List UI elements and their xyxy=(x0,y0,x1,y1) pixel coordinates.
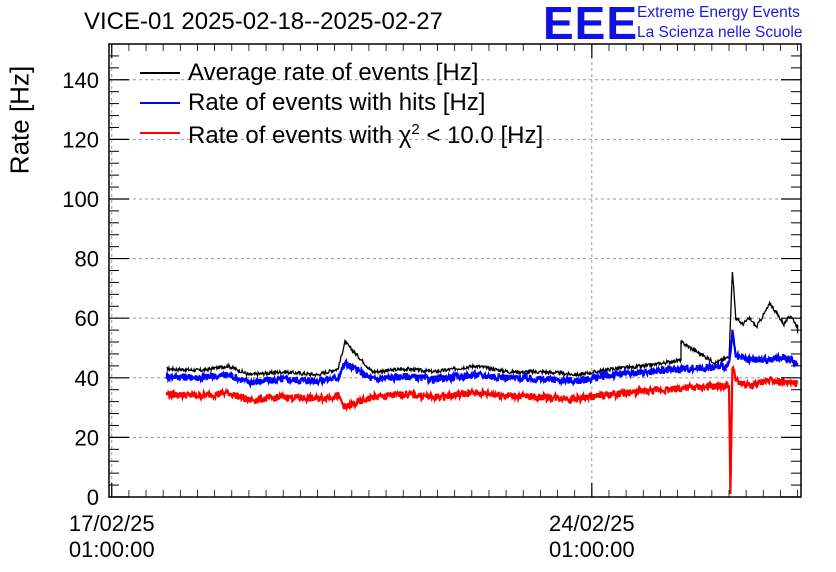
y-tick-label: 0 xyxy=(87,485,99,510)
y-tick-label: 120 xyxy=(62,127,99,152)
y-axis-label: Rate [Hz] xyxy=(4,65,35,175)
legend: Average rate of events [Hz] Rate of even… xyxy=(140,58,543,151)
x-tick-label-date: 17/02/25 xyxy=(69,511,155,536)
legend-chi2-suffix: < 10.0 [Hz] xyxy=(419,122,544,149)
y-tick-labels: 0 20 40 60 80 100 120 140 xyxy=(62,68,99,510)
x-tick-label-date: 24/02/25 xyxy=(549,511,635,536)
grid-lines xyxy=(109,44,801,497)
y-tick-label: 40 xyxy=(75,366,99,391)
series-line-chi2 xyxy=(165,364,799,495)
y-tick-label: 60 xyxy=(75,306,99,331)
legend-chi2-sup: 2 xyxy=(411,121,420,138)
logo-line-1: Extreme Energy Events xyxy=(637,4,800,21)
legend-swatch-red xyxy=(140,132,180,134)
y-tick-label: 80 xyxy=(75,247,99,272)
legend-label-average: Average rate of events [Hz] xyxy=(188,59,479,86)
legend-swatch-black xyxy=(140,72,180,74)
logo-line-2: La Scienza nelle Scuole xyxy=(637,24,803,41)
legend-chi2-prefix: Rate of events with χ xyxy=(188,122,412,149)
legend-label-chi2: Rate of events with χ2 < 10.0 [Hz] xyxy=(188,115,543,151)
legend-item-chi2: Rate of events with χ2 < 10.0 [Hz] xyxy=(140,115,543,151)
series-group xyxy=(165,272,799,495)
x-tick-label-time: 01:00:00 xyxy=(69,537,155,562)
legend-item-average: Average rate of events [Hz] xyxy=(140,58,543,88)
eee-logo: EEE xyxy=(543,0,639,49)
y-tick-label: 100 xyxy=(62,187,99,212)
x-tick-label-time: 01:00:00 xyxy=(549,537,635,562)
y-axis-label-wrap: Rate [Hz] xyxy=(2,60,38,180)
legend-label-hits: Rate of events with hits [Hz] xyxy=(188,89,486,116)
chart-title: VICE-01 2025-02-18--2025-02-27 xyxy=(84,8,443,35)
legend-swatch-blue xyxy=(140,102,180,104)
y-tick-label: 20 xyxy=(75,425,99,450)
series-line-hits xyxy=(165,329,799,390)
eee-logo-text: Extreme Energy Events La Scienza nelle S… xyxy=(637,3,802,43)
series-line-average xyxy=(166,272,799,378)
y-tick-label: 140 xyxy=(62,68,99,93)
legend-item-hits: Rate of events with hits [Hz] xyxy=(140,88,543,118)
axis-ticks xyxy=(109,43,801,498)
